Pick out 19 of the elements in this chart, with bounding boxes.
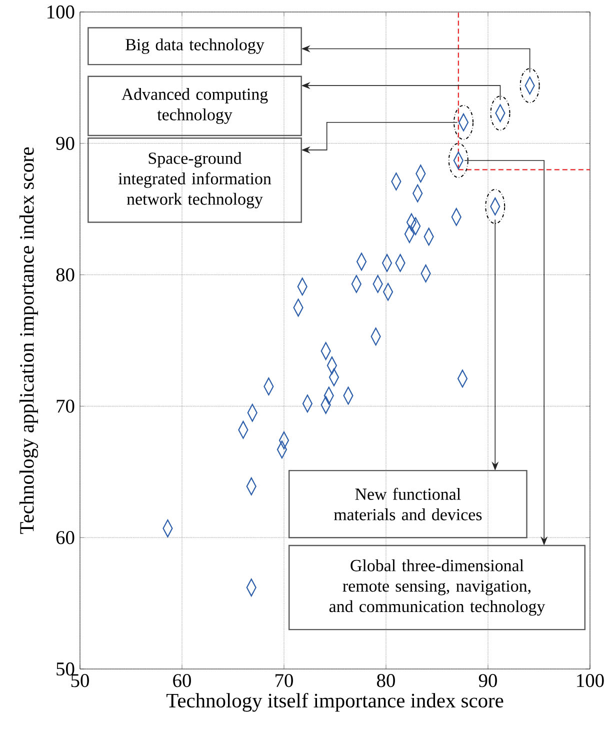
- y-tick-label: 60: [56, 531, 74, 544]
- x-tick-label: 100: [577, 674, 604, 688]
- y-tick-label: 100: [48, 5, 74, 19]
- y-tick-label: 80: [56, 268, 74, 282]
- y-tick-label: 90: [56, 136, 74, 150]
- annotation: Global three-dimensional remote sensing, navigation, and communication technology: [329, 559, 546, 616]
- annotation: New functional materials and devices: [334, 488, 482, 520]
- x-axis-title: Technology itself importance index score: [166, 692, 504, 712]
- y-tick-label: 50: [56, 662, 74, 676]
- x-tick-label: 60: [173, 674, 191, 688]
- x-tick-label: 90: [478, 674, 497, 688]
- y-axis-title: Technology application importance index score: [19, 147, 38, 534]
- annotation: Big data technology: [126, 38, 264, 54]
- x-tick-label: 80: [377, 674, 395, 688]
- x-tick-label: 50: [71, 674, 89, 688]
- y-tick-label: 70: [56, 400, 74, 413]
- annotation: Space-ground integrated information network technology: [118, 152, 272, 208]
- x-tick-label: 70: [276, 674, 293, 688]
- annotation: Advanced computing technology: [122, 88, 268, 124]
